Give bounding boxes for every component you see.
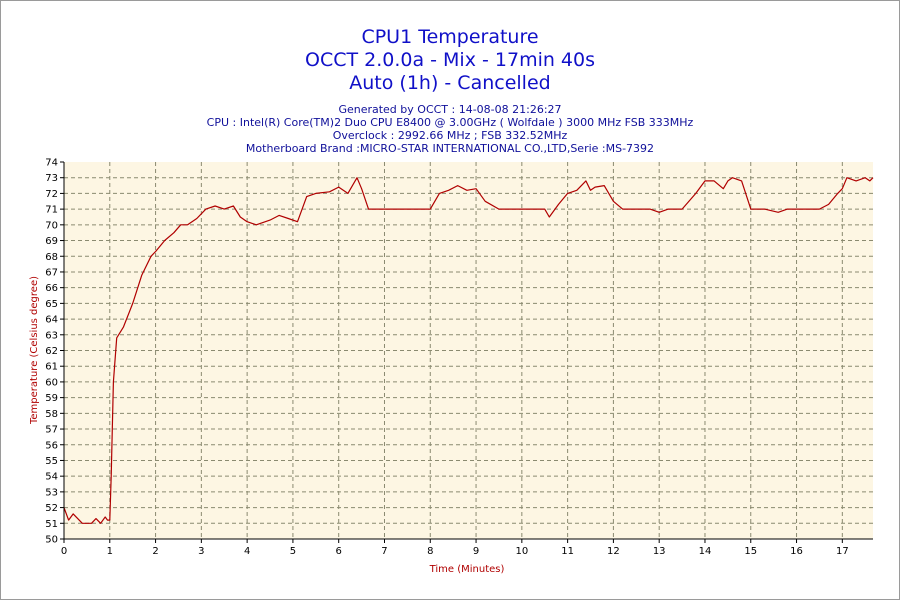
y-tick-label: 50 [45, 535, 58, 546]
x-tick-label: 17 [836, 546, 849, 557]
x-tick-label: 10 [515, 546, 528, 557]
y-tick-label: 64 [45, 315, 58, 326]
chart-status: Auto (1h) - Cancelled [349, 72, 551, 94]
y-tick-label: 58 [45, 409, 58, 420]
y-tick-label: 56 [45, 440, 58, 451]
cpu-info: CPU : Intel(R) Core(TM)2 Duo CPU E8400 @… [206, 116, 694, 129]
y-tick-label: 53 [45, 487, 58, 498]
motherboard-info: Motherboard Brand :MICRO-STAR INTERNATIO… [245, 142, 655, 155]
y-tick-label: 73 [45, 173, 58, 184]
x-tick-label: 3 [198, 546, 204, 557]
x-tick-label: 7 [381, 546, 387, 557]
x-tick-label: 4 [244, 546, 250, 557]
x-tick-label: 15 [744, 546, 757, 557]
y-tick-label: 52 [45, 503, 58, 514]
x-tick-label: 16 [790, 546, 803, 557]
x-tick-label: 13 [653, 546, 666, 557]
x-axis-label: Time (Minutes) [429, 564, 505, 575]
overclock-info: Overclock : 2992.66 MHz ; FSB 332.52MHz [332, 129, 568, 142]
y-axis-label: Temperature (Celsius degree) [29, 276, 40, 425]
y-tick-label: 60 [45, 377, 58, 388]
y-tick-label: 62 [45, 346, 58, 357]
x-tick-label: 5 [290, 546, 296, 557]
generated-info: Generated by OCCT : 14-08-08 21:26:27 [338, 103, 562, 116]
y-tick-label: 51 [45, 519, 58, 530]
x-tick-label: 8 [427, 546, 433, 557]
x-tick-label: 2 [152, 546, 158, 557]
y-tick-label: 59 [45, 393, 58, 404]
x-tick-label: 11 [561, 546, 574, 557]
x-tick-label: 1 [107, 546, 113, 557]
y-tick-label: 55 [45, 456, 58, 467]
x-tick-label: 9 [473, 546, 479, 557]
x-tick-label: 0 [61, 546, 67, 557]
x-tick-label: 14 [699, 546, 712, 557]
y-tick-label: 70 [45, 220, 58, 231]
y-tick-label: 63 [45, 330, 58, 341]
y-tick-label: 66 [45, 283, 58, 294]
y-tick-label: 74 [45, 158, 58, 169]
y-tick-label: 61 [45, 362, 58, 373]
y-tick-label: 67 [45, 267, 58, 278]
y-tick-label: 71 [45, 205, 58, 216]
chart-subtitle: OCCT 2.0.0a - Mix - 17min 40s [304, 49, 596, 71]
y-tick-label: 57 [45, 425, 58, 436]
y-tick-label: 68 [45, 252, 58, 263]
series-line-cpu1-temperature [63, 177, 874, 524]
x-tick-label: 6 [336, 546, 342, 557]
chart-title: CPU1 Temperature [361, 26, 539, 48]
y-tick-label: 69 [45, 236, 58, 247]
y-tick-label: 65 [45, 299, 58, 310]
y-tick-label: 54 [45, 472, 58, 483]
x-tick-label: 12 [607, 546, 620, 557]
y-tick-label: 72 [45, 189, 58, 200]
